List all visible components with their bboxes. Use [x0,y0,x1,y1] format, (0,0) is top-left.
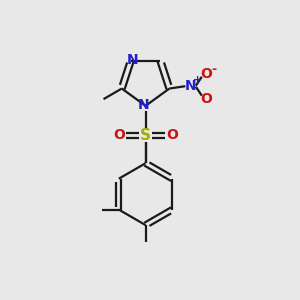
Text: +: + [192,75,202,85]
Text: O: O [166,128,178,142]
Text: N: N [185,79,197,93]
Text: N: N [137,98,149,112]
Text: O: O [113,128,125,142]
Text: -: - [212,63,217,76]
Text: O: O [200,67,212,81]
Text: N: N [127,53,138,67]
Text: O: O [200,92,212,106]
Text: S: S [140,128,151,143]
